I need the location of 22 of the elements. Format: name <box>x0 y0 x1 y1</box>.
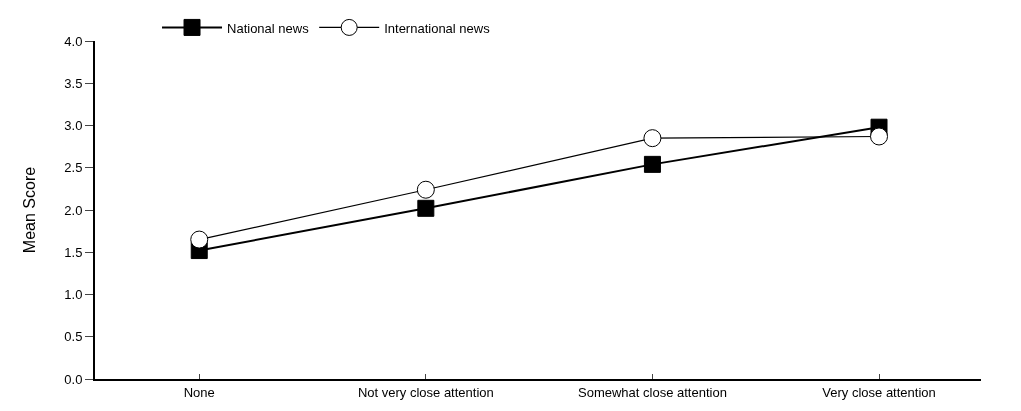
legend-label: International news <box>384 20 491 36</box>
y-tick-label: 3.5 <box>64 75 83 91</box>
x-tick-label: Somewhat close attention <box>577 384 727 400</box>
y-tick-label: 0.5 <box>64 329 83 345</box>
point <box>416 180 435 199</box>
point <box>417 199 435 217</box>
point <box>643 155 661 173</box>
x-tick-label: Very close attention <box>822 384 936 400</box>
y-tick-label: 1.0 <box>64 287 83 303</box>
legend-label: National news <box>227 20 310 36</box>
x-tick-label: None <box>183 384 215 400</box>
y-tick-label: 2.5 <box>64 160 83 176</box>
point <box>190 230 209 249</box>
point <box>870 127 889 146</box>
y-tick-label: 0.0 <box>64 371 83 387</box>
y-tick-label: 3.0 <box>64 118 83 134</box>
y-tick-label: 4.0 <box>64 33 83 49</box>
y-tick-label: 2.0 <box>64 202 83 218</box>
y-axis-title: Mean Score <box>20 166 38 254</box>
x-tick-label: Not very close attention <box>357 384 494 400</box>
y-tick-label: 1.5 <box>64 244 83 260</box>
point <box>643 129 662 148</box>
